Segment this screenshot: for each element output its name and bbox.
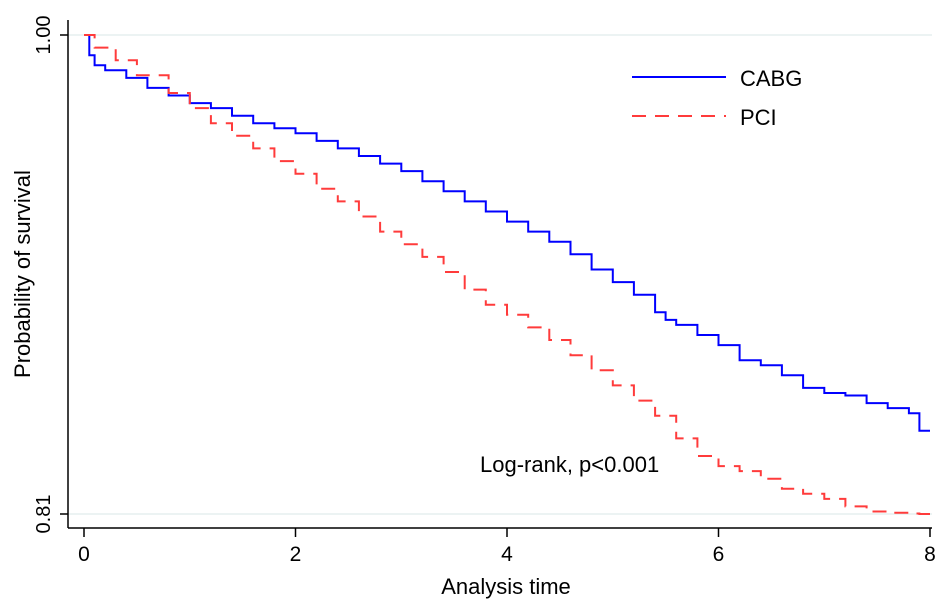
x-tick-label-3: 6 (713, 543, 725, 566)
legend-label-pci: PCI (740, 105, 777, 130)
grid-layer (68, 34, 932, 515)
x-tick-label-0: 0 (78, 543, 90, 566)
tick-layer: 1.00 0.81 0 2 4 6 8 (33, 16, 936, 566)
series-line-pci (84, 34, 930, 515)
x-tick-label-2: 4 (501, 543, 513, 566)
legend-label-cabg: CABG (740, 66, 802, 91)
series-line-cabg (84, 34, 930, 432)
y-axis-label: Probability of survival (10, 170, 35, 378)
x-tick-label-1: 2 (290, 543, 302, 566)
y-tick-label-0: 1.00 (33, 16, 55, 55)
y-tick-label-1: 0.81 (33, 495, 55, 534)
log-rank-annotation: Log-rank, p<0.001 (480, 452, 659, 477)
x-axis-label: Analysis time (441, 574, 571, 599)
x-tick-label-4: 8 (924, 543, 936, 566)
series-layer (84, 34, 930, 515)
legend: CABG PCI (632, 66, 802, 130)
